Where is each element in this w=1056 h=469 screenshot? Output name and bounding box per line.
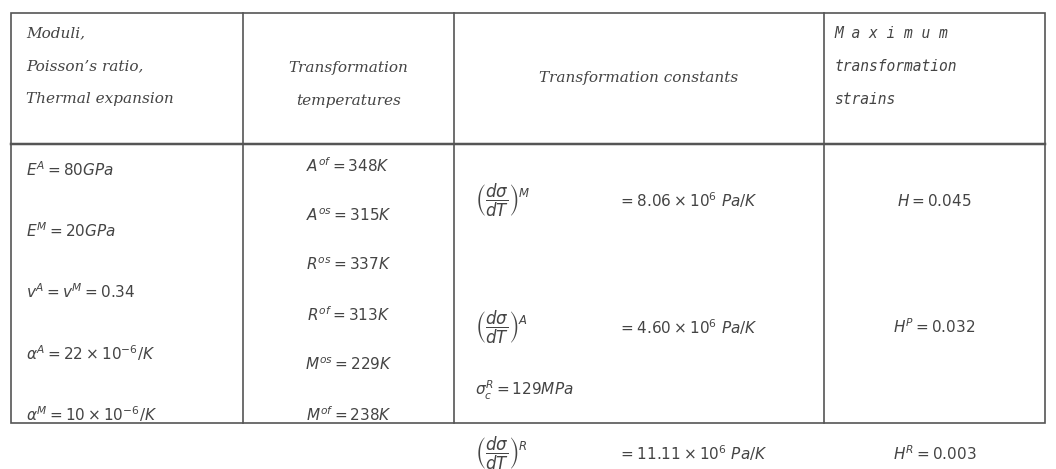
Text: $E^{M} = 20GPa$: $E^{M} = 20GPa$ xyxy=(26,222,116,241)
Text: $\alpha^{A} = 22\times10^{-6}/K$: $\alpha^{A} = 22\times10^{-6}/K$ xyxy=(26,343,155,363)
Text: $A^{os} = 315K$: $A^{os} = 315K$ xyxy=(305,207,392,224)
Text: transformation: transformation xyxy=(834,59,957,74)
Text: Moduli,: Moduli, xyxy=(26,26,86,40)
Text: $H^{P} = 0.032$: $H^{P} = 0.032$ xyxy=(893,318,976,336)
Text: $\sigma_{c}^{R} = 129MPa$: $\sigma_{c}^{R} = 129MPa$ xyxy=(475,378,573,402)
Text: strains: strains xyxy=(834,91,895,106)
Text: $\left(\dfrac{d\sigma}{dT}\right)^{R}$: $\left(\dfrac{d\sigma}{dT}\right)^{R}$ xyxy=(475,435,528,469)
Text: Thermal expansion: Thermal expansion xyxy=(26,91,174,106)
Text: $E^{A} = 80GPa$: $E^{A} = 80GPa$ xyxy=(26,161,114,179)
Text: Transformation: Transformation xyxy=(288,61,409,75)
Text: temperatures: temperatures xyxy=(296,94,401,108)
Text: $H = 0.045$: $H = 0.045$ xyxy=(898,193,972,209)
Text: Transformation constants: Transformation constants xyxy=(540,71,738,85)
Text: $\left(\dfrac{d\sigma}{dT}\right)^{M}$: $\left(\dfrac{d\sigma}{dT}\right)^{M}$ xyxy=(475,182,531,219)
Text: $H^{R} = 0.003$: $H^{R} = 0.003$ xyxy=(892,444,977,463)
Text: $\left(\dfrac{d\sigma}{dT}\right)^{A}$: $\left(\dfrac{d\sigma}{dT}\right)^{A}$ xyxy=(475,308,528,346)
Text: $R^{of} = 313K$: $R^{of} = 313K$ xyxy=(307,305,390,324)
Text: $= 8.06\times10^{6}\ Pa/K$: $= 8.06\times10^{6}\ Pa/K$ xyxy=(618,191,757,211)
Text: $= 11.11\times10^{6}\ Pa/K$: $= 11.11\times10^{6}\ Pa/K$ xyxy=(618,444,768,463)
Text: $A^{of} = 348K$: $A^{of} = 348K$ xyxy=(306,156,391,175)
Text: M a x i m u m: M a x i m u m xyxy=(834,26,948,41)
Text: $M^{os} = 229K$: $M^{os} = 229K$ xyxy=(305,356,392,373)
Text: $v^{A} = v^{M} = 0.34$: $v^{A} = v^{M} = 0.34$ xyxy=(26,283,136,302)
Text: $R^{os} = 337K$: $R^{os} = 337K$ xyxy=(306,257,391,273)
Text: Poisson’s ratio,: Poisson’s ratio, xyxy=(26,59,144,73)
Text: $M^{of} = 238K$: $M^{of} = 238K$ xyxy=(305,405,392,424)
Text: $= 4.60\times10^{6}\ Pa/K$: $= 4.60\times10^{6}\ Pa/K$ xyxy=(618,317,757,337)
Text: $\alpha^{M} = 10\times10^{-6}/K$: $\alpha^{M} = 10\times10^{-6}/K$ xyxy=(26,404,157,424)
